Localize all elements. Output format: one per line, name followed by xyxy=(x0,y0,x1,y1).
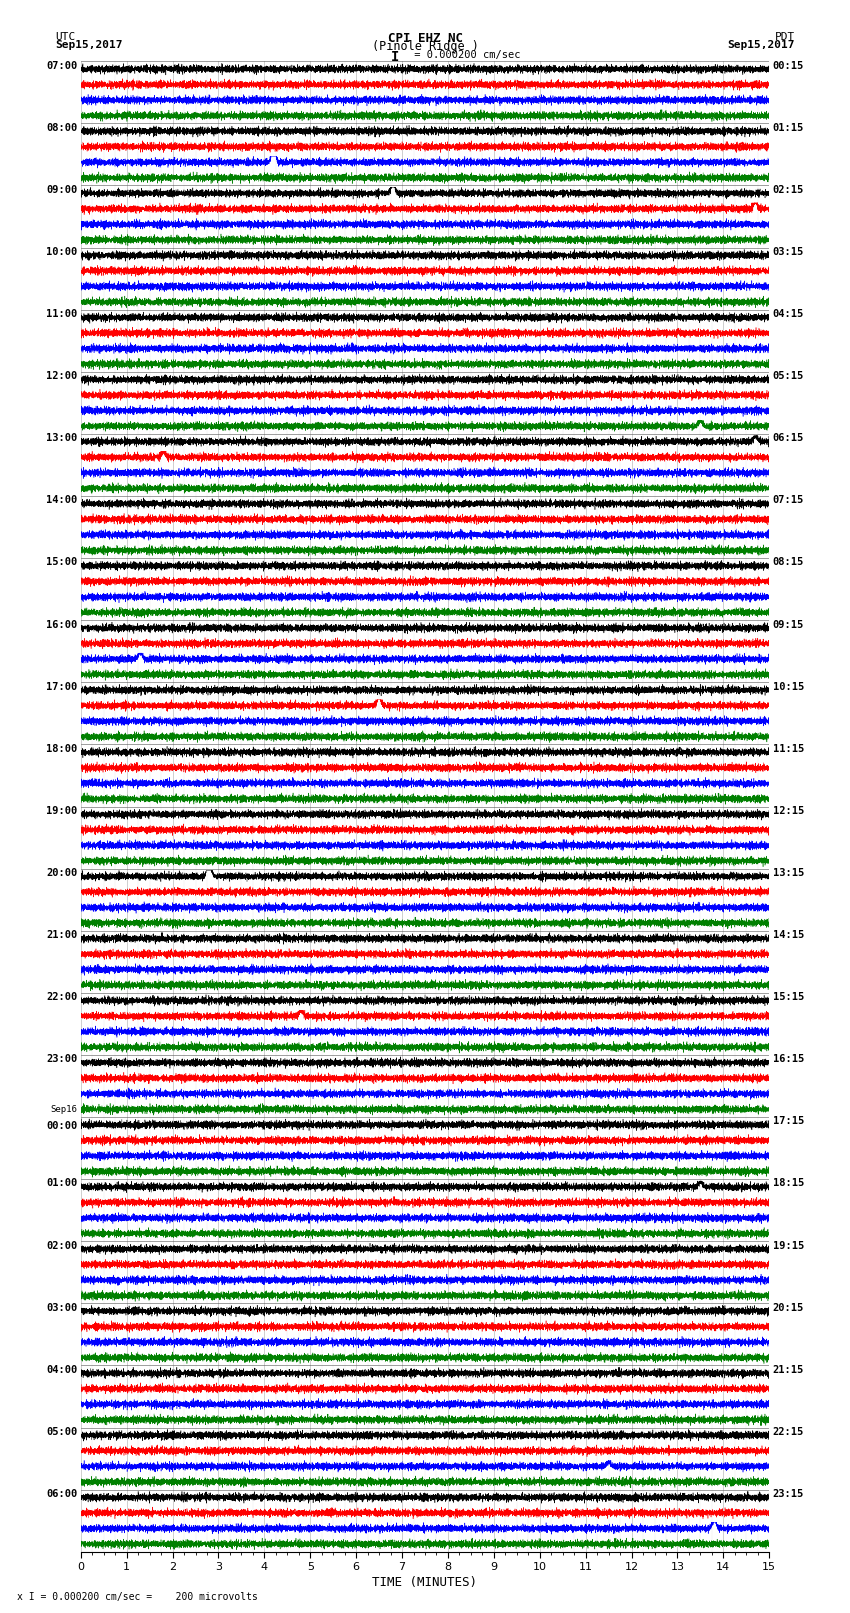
Text: 03:00: 03:00 xyxy=(46,1303,77,1313)
Text: 16:15: 16:15 xyxy=(773,1055,804,1065)
Text: 13:15: 13:15 xyxy=(773,868,804,877)
Text: 06:00: 06:00 xyxy=(46,1489,77,1498)
Text: PDT: PDT xyxy=(774,32,795,42)
Text: 07:15: 07:15 xyxy=(773,495,804,505)
Text: 14:15: 14:15 xyxy=(773,931,804,940)
Text: 02:15: 02:15 xyxy=(773,185,804,195)
Text: 08:15: 08:15 xyxy=(773,558,804,568)
Text: 23:15: 23:15 xyxy=(773,1489,804,1498)
Text: 17:00: 17:00 xyxy=(46,682,77,692)
Text: 21:15: 21:15 xyxy=(773,1365,804,1374)
Text: 01:15: 01:15 xyxy=(773,123,804,132)
Text: 20:15: 20:15 xyxy=(773,1303,804,1313)
Text: 11:00: 11:00 xyxy=(46,310,77,319)
Text: Sep15,2017: Sep15,2017 xyxy=(728,40,795,50)
Text: (Pinole Ridge ): (Pinole Ridge ) xyxy=(371,40,479,53)
Text: 22:00: 22:00 xyxy=(46,992,77,1002)
Text: x I = 0.000200 cm/sec =    200 microvolts: x I = 0.000200 cm/sec = 200 microvolts xyxy=(17,1592,258,1602)
Text: = 0.000200 cm/sec: = 0.000200 cm/sec xyxy=(408,50,520,60)
Text: 00:15: 00:15 xyxy=(773,61,804,71)
Text: 19:00: 19:00 xyxy=(46,806,77,816)
Text: I: I xyxy=(391,50,399,65)
Text: 15:15: 15:15 xyxy=(773,992,804,1002)
Text: 18:15: 18:15 xyxy=(773,1179,804,1189)
Text: 16:00: 16:00 xyxy=(46,619,77,629)
Text: 15:00: 15:00 xyxy=(46,558,77,568)
Text: 14:00: 14:00 xyxy=(46,495,77,505)
Text: CPI EHZ NC: CPI EHZ NC xyxy=(388,32,462,45)
Text: 04:15: 04:15 xyxy=(773,310,804,319)
Text: 19:15: 19:15 xyxy=(773,1240,804,1250)
Text: Sep15,2017: Sep15,2017 xyxy=(55,40,122,50)
Text: 22:15: 22:15 xyxy=(773,1428,804,1437)
Text: 05:00: 05:00 xyxy=(46,1428,77,1437)
Text: 09:15: 09:15 xyxy=(773,619,804,629)
Text: 07:00: 07:00 xyxy=(46,61,77,71)
Text: 05:15: 05:15 xyxy=(773,371,804,381)
Text: 13:00: 13:00 xyxy=(46,434,77,444)
Text: 21:00: 21:00 xyxy=(46,931,77,940)
Text: 01:00: 01:00 xyxy=(46,1179,77,1189)
X-axis label: TIME (MINUTES): TIME (MINUTES) xyxy=(372,1576,478,1589)
Text: 20:00: 20:00 xyxy=(46,868,77,877)
Text: 09:00: 09:00 xyxy=(46,185,77,195)
Text: 06:15: 06:15 xyxy=(773,434,804,444)
Text: 18:00: 18:00 xyxy=(46,744,77,753)
Text: 10:00: 10:00 xyxy=(46,247,77,256)
Text: 03:15: 03:15 xyxy=(773,247,804,256)
Text: 23:00: 23:00 xyxy=(46,1055,77,1065)
Text: 12:00: 12:00 xyxy=(46,371,77,381)
Text: 17:15: 17:15 xyxy=(773,1116,804,1126)
Text: 04:00: 04:00 xyxy=(46,1365,77,1374)
Text: 00:00: 00:00 xyxy=(46,1121,77,1131)
Text: 02:00: 02:00 xyxy=(46,1240,77,1250)
Text: 12:15: 12:15 xyxy=(773,806,804,816)
Text: 10:15: 10:15 xyxy=(773,682,804,692)
Text: 08:00: 08:00 xyxy=(46,123,77,132)
Text: 11:15: 11:15 xyxy=(773,744,804,753)
Text: Sep16: Sep16 xyxy=(50,1105,77,1115)
Text: UTC: UTC xyxy=(55,32,76,42)
